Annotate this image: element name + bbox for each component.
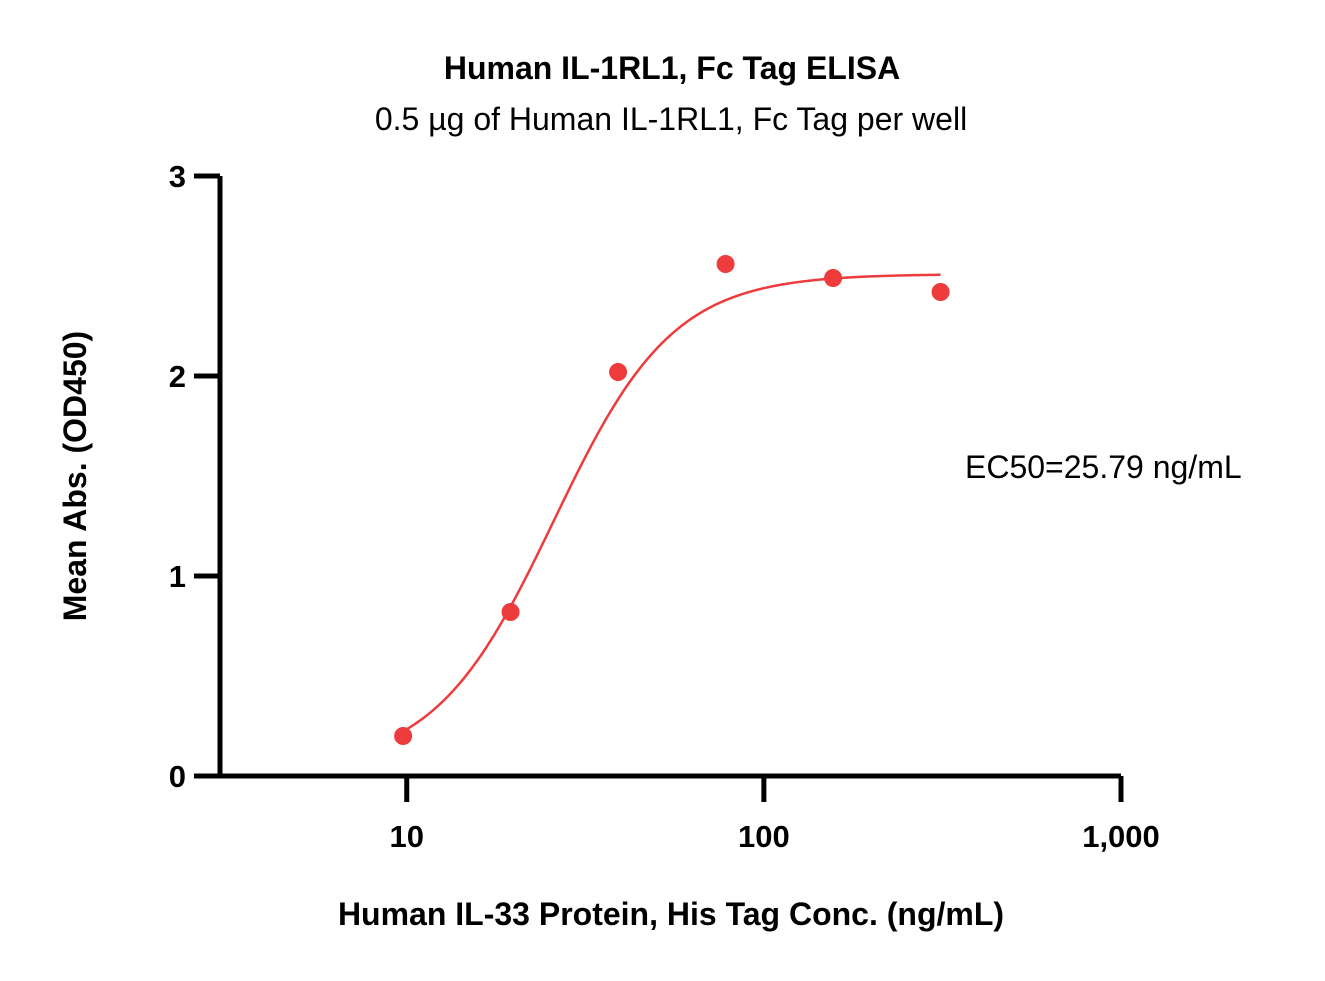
x-tick-label: 100 xyxy=(738,819,790,854)
x-tick-label: 10 xyxy=(389,819,423,854)
chart-title: Human IL-1RL1, Fc Tag ELISA xyxy=(444,50,900,86)
fit-curve xyxy=(402,273,941,733)
x-ticks: 10 100 1,000 xyxy=(389,776,1160,854)
data-point xyxy=(394,727,413,745)
ec50-annotation: EC50=25.79 ng/mL xyxy=(965,449,1242,485)
chart-subtitle: 0.5 µg of Human IL-1RL1, Fc Tag per well xyxy=(375,101,967,137)
data-point xyxy=(824,269,843,287)
data-point xyxy=(501,603,520,621)
y-axis-label: Mean Abs. (OD450) xyxy=(57,331,93,621)
y-tick-label: 2 xyxy=(169,359,186,394)
data-points xyxy=(394,255,950,745)
y-tick-label: 3 xyxy=(169,159,186,194)
axes xyxy=(196,176,1121,779)
x-tick-label: 1,000 xyxy=(1082,819,1160,854)
y-ticks: 0 1 2 3 xyxy=(169,159,220,794)
y-tick-label: 0 xyxy=(169,759,186,794)
y-tick-label: 1 xyxy=(169,559,186,594)
data-point xyxy=(609,363,628,381)
x-axis-label: Human IL-33 Protein, His Tag Conc. (ng/m… xyxy=(338,896,1004,932)
data-point xyxy=(716,255,735,273)
data-point xyxy=(931,283,950,301)
